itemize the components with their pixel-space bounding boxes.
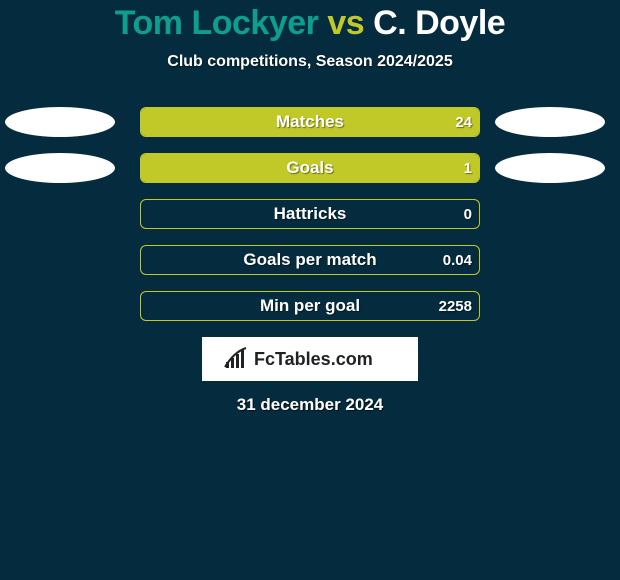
player1-ellipse — [5, 107, 115, 137]
stat-row: Goals1 — [0, 153, 620, 183]
stat-bar-track — [140, 291, 480, 321]
subtitle: Club competitions, Season 2024/2025 — [0, 53, 620, 71]
stat-row: Hattricks0 — [0, 199, 620, 229]
player1-ellipse — [5, 153, 115, 183]
stat-row: Matches24 — [0, 107, 620, 137]
stats-container: Matches24 Goals1 Hattricks0 Goals per match… — [0, 107, 620, 321]
stat-bar-track — [140, 245, 480, 275]
player2-fill — [141, 108, 479, 136]
player1-name: Tom Lockyer — [115, 4, 319, 42]
stat-row: Min per goal2258 — [0, 291, 620, 321]
fctables-logo: FcTables.com — [220, 344, 400, 374]
player2-value: 1 — [464, 153, 472, 183]
player2-value: 24 — [455, 107, 472, 137]
stat-bar-track — [140, 107, 480, 137]
comparison-title: Tom Lockyer vs C. Doyle — [0, 0, 620, 43]
player2-ellipse — [495, 107, 605, 137]
player2-name: C. Doyle — [373, 4, 505, 42]
date-text: 31 december 2024 — [0, 395, 620, 415]
logo-text: FcTables.com — [254, 349, 373, 369]
stat-row: Goals per match0.04 — [0, 245, 620, 275]
player2-ellipse — [495, 153, 605, 183]
vs-text: vs — [327, 4, 364, 42]
player2-fill — [141, 154, 479, 182]
stat-bar-track — [140, 153, 480, 183]
player2-value: 0.04 — [443, 245, 472, 275]
stat-bar-track — [140, 199, 480, 229]
player2-value: 2258 — [439, 291, 472, 321]
player2-value: 0 — [464, 199, 472, 229]
logo-box: FcTables.com — [202, 337, 418, 381]
